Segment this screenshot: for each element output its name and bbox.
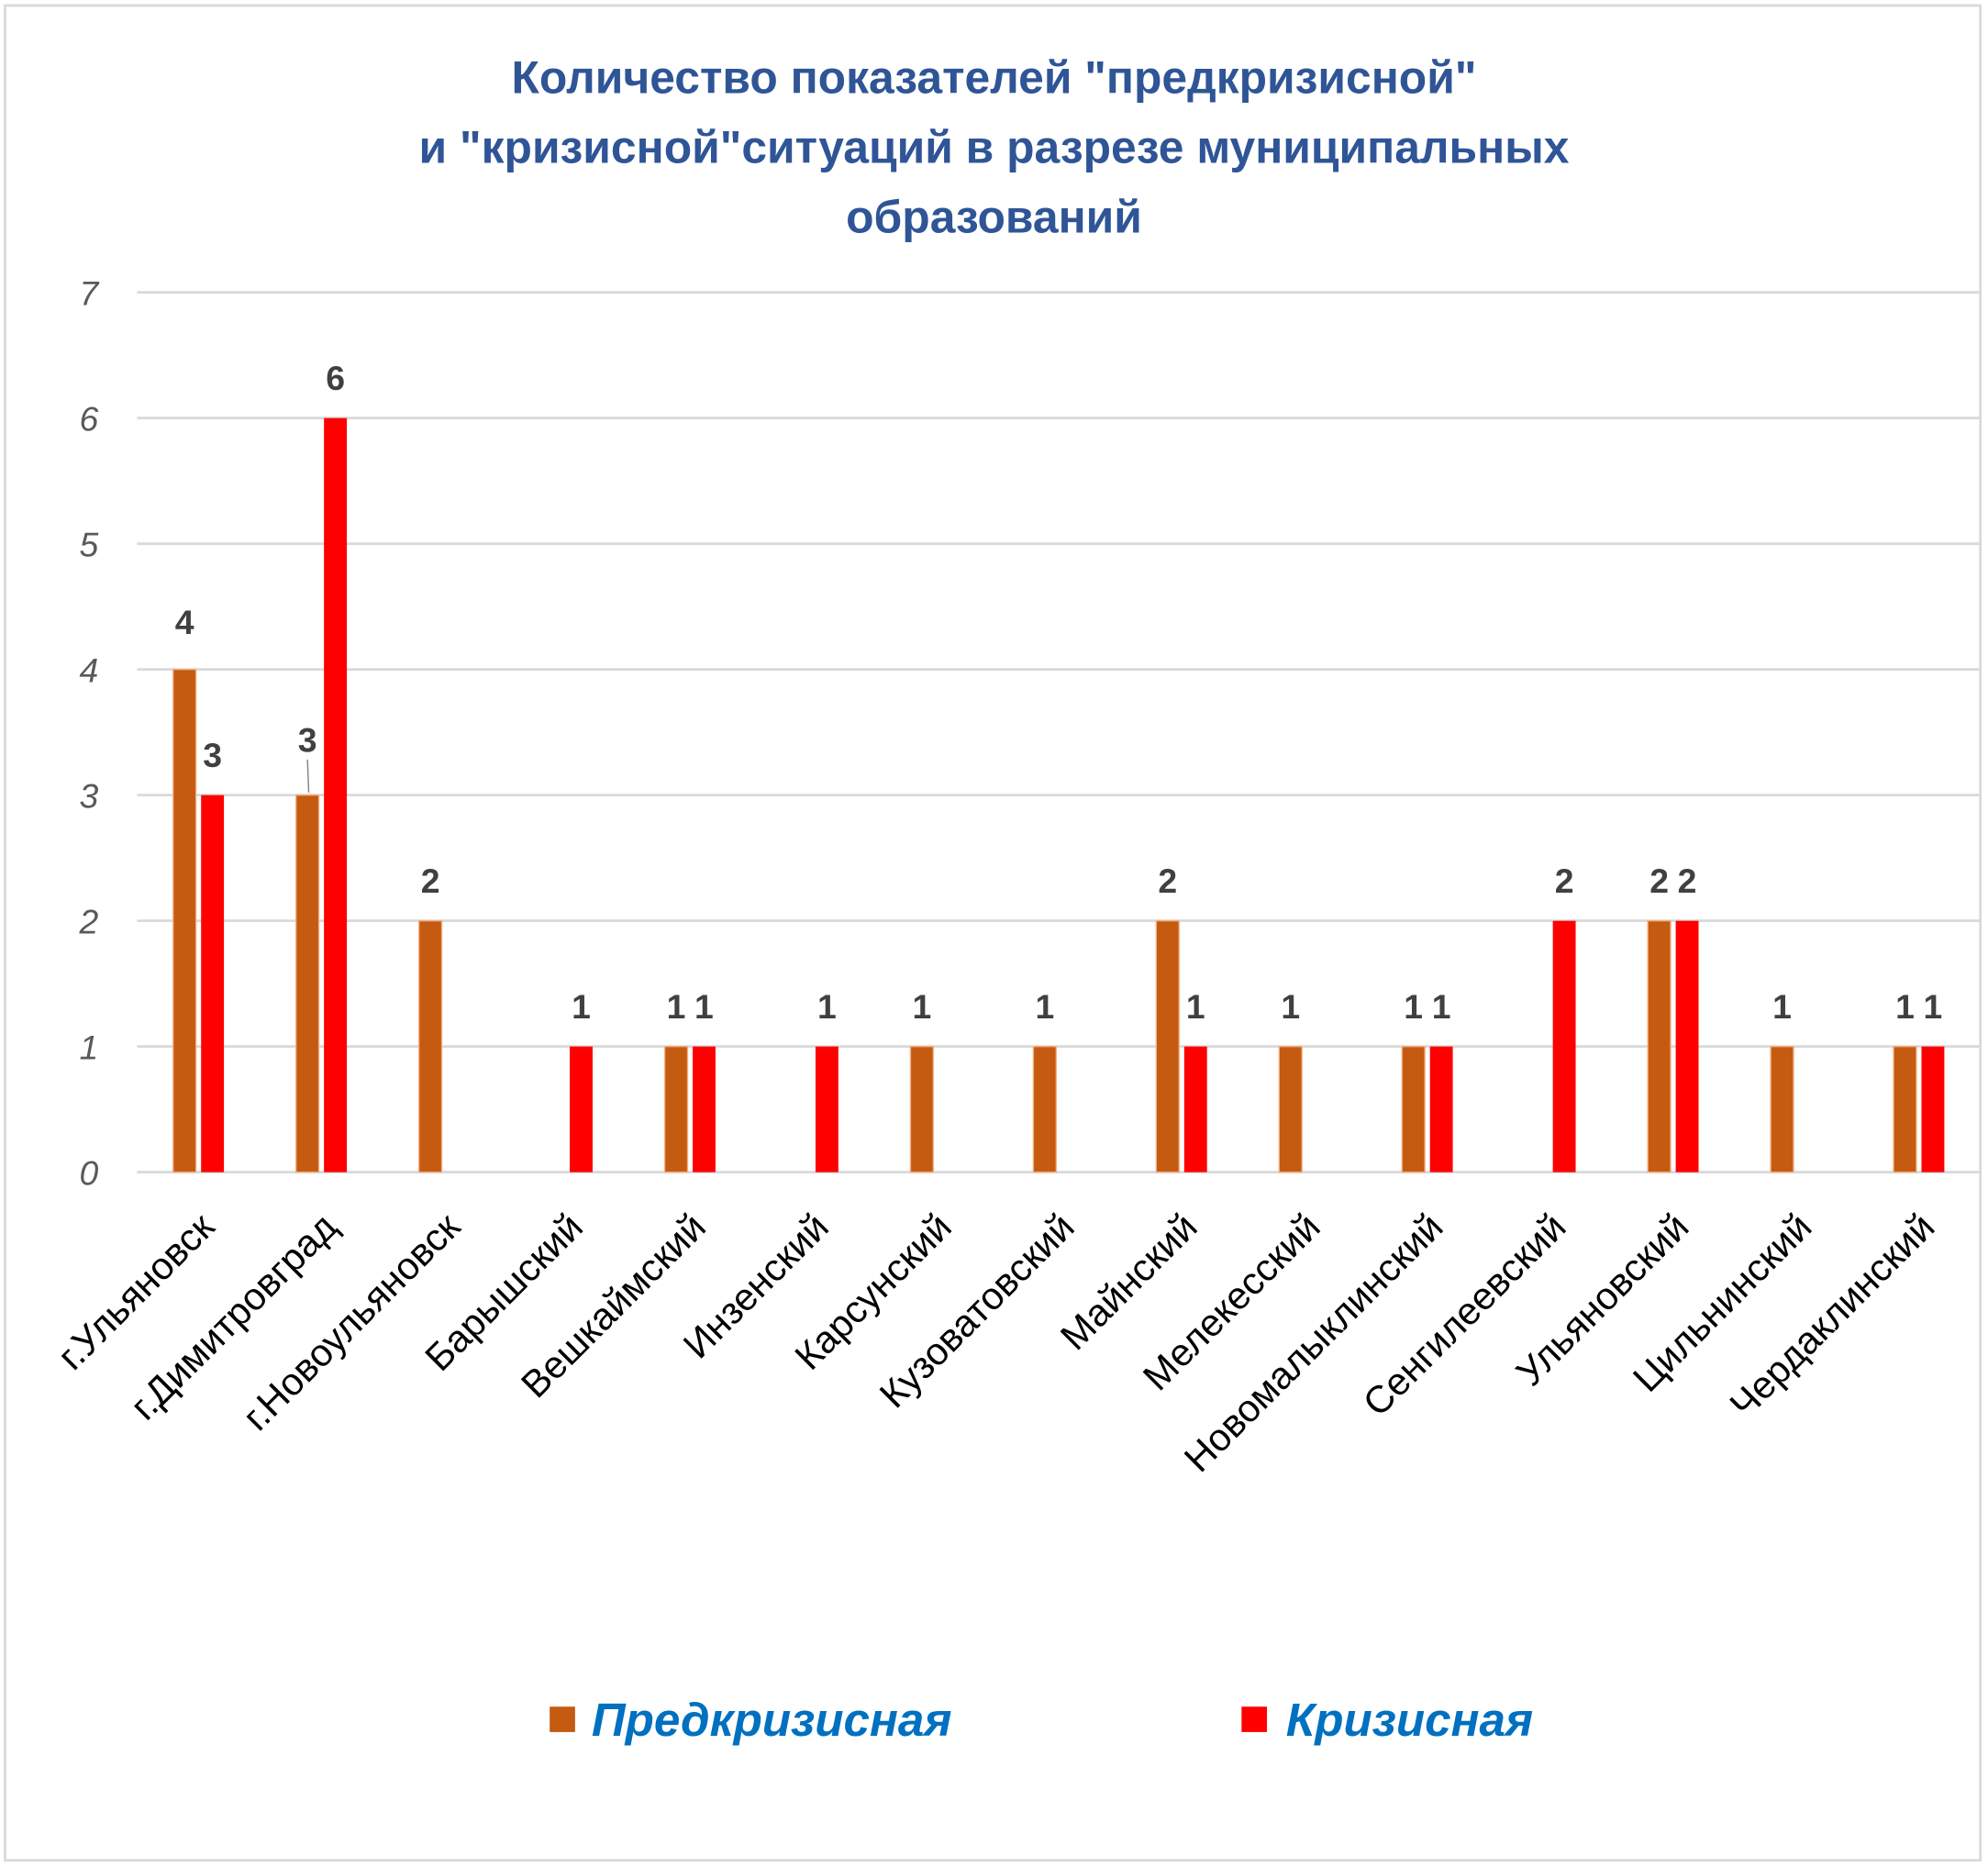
data-label: 2 — [1555, 861, 1574, 900]
bar-predkrizisnaya — [1893, 1045, 1917, 1173]
y-tick-label: 3 — [79, 777, 98, 816]
data-label: 1 — [1404, 987, 1423, 1026]
bar-predkrizisnaya — [663, 1045, 689, 1173]
data-label: 6 — [326, 359, 345, 397]
bar-krizisnaya — [692, 1046, 716, 1172]
data-label: 3 — [298, 721, 317, 760]
bar-predkrizisnaya — [172, 668, 197, 1173]
gridlines — [137, 291, 1981, 1174]
data-label: 1 — [1772, 987, 1792, 1026]
chart-title-line-1: Количество показателей "предкризисной" — [512, 51, 1477, 103]
bar-predkrizisnaya — [417, 919, 443, 1173]
data-label: 1 — [913, 987, 932, 1026]
data-label: 1 — [1035, 987, 1054, 1026]
y-tick-label: 6 — [79, 400, 98, 439]
bar-krizisnaya — [201, 795, 225, 1172]
bar-predkrizisnaya — [1278, 1045, 1303, 1173]
legend-swatch-predkrizisnaya — [550, 1706, 575, 1732]
bar-predkrizisnaya — [909, 1045, 935, 1173]
data-label: 1 — [694, 987, 714, 1026]
data-label: 1 — [1281, 987, 1300, 1026]
data-label: 2 — [1158, 861, 1177, 900]
bar-krizisnaya — [1429, 1046, 1453, 1172]
bar-krizisnaya — [1183, 1046, 1207, 1172]
y-tick-label: 7 — [79, 274, 99, 313]
bar-krizisnaya — [570, 1046, 593, 1172]
bar-krizisnaya — [1552, 920, 1576, 1172]
y-tick-label: 0 — [79, 1153, 98, 1192]
bar-predkrizisnaya — [1155, 919, 1180, 1173]
data-label: 1 — [1895, 987, 1915, 1026]
y-tick-label: 4 — [79, 651, 98, 690]
data-label: 3 — [203, 736, 222, 774]
bar-krizisnaya — [324, 417, 348, 1172]
data-label-leader-line — [306, 759, 310, 793]
data-label: 2 — [1649, 861, 1669, 900]
bar-krizisnaya — [1675, 920, 1699, 1172]
data-label: 1 — [1186, 987, 1205, 1026]
data-label: 1 — [1432, 987, 1451, 1026]
data-label: 2 — [421, 861, 440, 900]
data-label: 2 — [1678, 861, 1697, 900]
data-label: 1 — [1924, 987, 1943, 1026]
y-axis-ticks: 0 1 2 3 4 5 6 7 — [78, 274, 99, 1193]
data-label: 1 — [817, 987, 837, 1026]
chart-title: Количество показателей "предкризисной" и… — [419, 51, 1570, 242]
legend-label-krizisnaya: Кризисная — [1286, 1694, 1533, 1746]
bar-krizisnaya — [815, 1046, 839, 1172]
bar-predkrizisnaya — [1770, 1045, 1794, 1173]
legend: Предкризисная Кризисная — [550, 1694, 1533, 1746]
y-tick-label: 1 — [79, 1028, 98, 1066]
chart-title-line-2: и "кризисной"ситуаций в разрезе муниципа… — [419, 122, 1570, 173]
bar-krizisnaya — [1921, 1046, 1945, 1172]
bar-predkrizisnaya — [1032, 1045, 1057, 1173]
bar-predkrizisnaya — [295, 794, 320, 1173]
legend-swatch-krizisnaya — [1241, 1706, 1268, 1732]
bar-predkrizisnaya — [1647, 919, 1671, 1173]
y-tick-label: 5 — [79, 526, 98, 564]
y-tick-label: 2 — [78, 903, 98, 941]
chart-title-line-3: образований — [846, 192, 1142, 243]
bars — [172, 417, 1945, 1173]
bar-predkrizisnaya — [1401, 1045, 1426, 1173]
legend-label-predkrizisnaya: Предкризисная — [592, 1694, 952, 1746]
data-label: 4 — [175, 603, 194, 641]
data-label: 1 — [572, 987, 591, 1026]
data-label: 1 — [667, 987, 686, 1026]
